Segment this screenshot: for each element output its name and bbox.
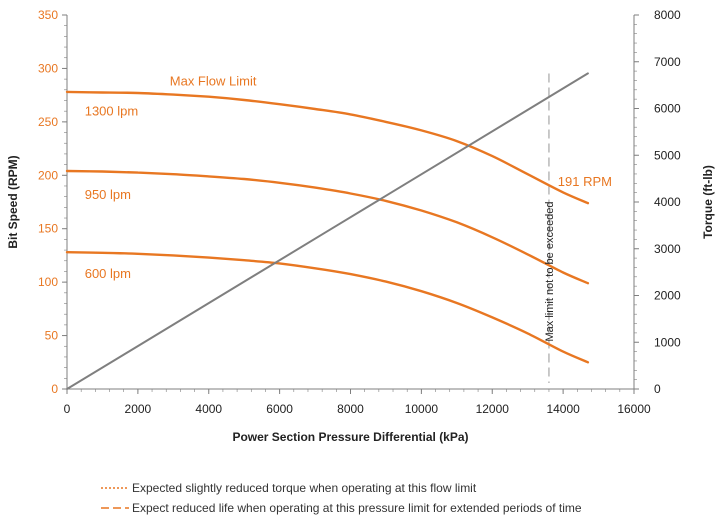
max-flow-limit-label: Max Flow Limit — [170, 74, 257, 89]
series-line-950-lpm — [65, 169, 590, 285]
legend-text-pressure: Expect reduced life when operating at th… — [132, 501, 582, 515]
y-tick-label: 250 — [38, 115, 58, 129]
y2-tick-label: 3000 — [654, 242, 681, 256]
x-tick-label: 6000 — [266, 402, 293, 416]
plot-area — [65, 72, 590, 390]
y2-tick-label: 7000 — [654, 55, 681, 69]
legend-text-flow: Expected slightly reduced torque when op… — [132, 481, 477, 495]
x-tick-label: 14000 — [546, 402, 580, 416]
series-line-1300-lpm — [65, 90, 590, 205]
y-tick-label: 150 — [38, 222, 58, 236]
torque-line — [66, 72, 589, 390]
x-tick-label: 2000 — [125, 402, 152, 416]
x-tick-label: 4000 — [195, 402, 222, 416]
y2-tick-label: 0 — [654, 382, 661, 396]
y2-axis-title: Torque (ft-lb) — [701, 165, 715, 239]
rpm-191-label: 191 RPM — [558, 174, 612, 189]
y-tick-label: 100 — [38, 275, 58, 289]
y2-tick-label: 5000 — [654, 148, 681, 162]
labels: 0 50 100 150 200 250 300 350 0 1000 2000 3000 4000 50… — [38, 8, 681, 416]
series-label-950: 950 lpm — [85, 187, 131, 202]
y2-tick-label: 6000 — [654, 102, 681, 116]
x-tick-label: 8000 — [337, 402, 364, 416]
series-label-600: 600 lpm — [85, 266, 131, 281]
y-tick-label: 200 — [38, 168, 58, 182]
y2-tick-label: 4000 — [654, 195, 681, 209]
y2-tick-label: 8000 — [654, 8, 681, 22]
pressure-limit-label: Max limit not to be exceeded — [544, 201, 556, 341]
x-tick-label: 16000 — [617, 402, 651, 416]
series-line-600-lpm — [65, 251, 590, 364]
x-tick-label: 12000 — [476, 402, 510, 416]
y-tick-label: 50 — [45, 329, 59, 343]
y-axis-title: Bit Speed (RPM) — [6, 155, 20, 248]
x-tick-label: 10000 — [405, 402, 439, 416]
y-tick-label: 350 — [38, 8, 58, 22]
series-label-1300: 1300 lpm — [85, 103, 138, 118]
y-tick-label: 0 — [51, 382, 58, 396]
y2-tick-label: 1000 — [654, 335, 681, 349]
x-tick-label: 0 — [64, 402, 71, 416]
x-axis-title: Power Section Pressure Differential (kPa… — [232, 430, 468, 444]
y-tick-label: 300 — [38, 61, 58, 75]
axes — [62, 14, 639, 394]
y2-tick-label: 2000 — [654, 289, 681, 303]
